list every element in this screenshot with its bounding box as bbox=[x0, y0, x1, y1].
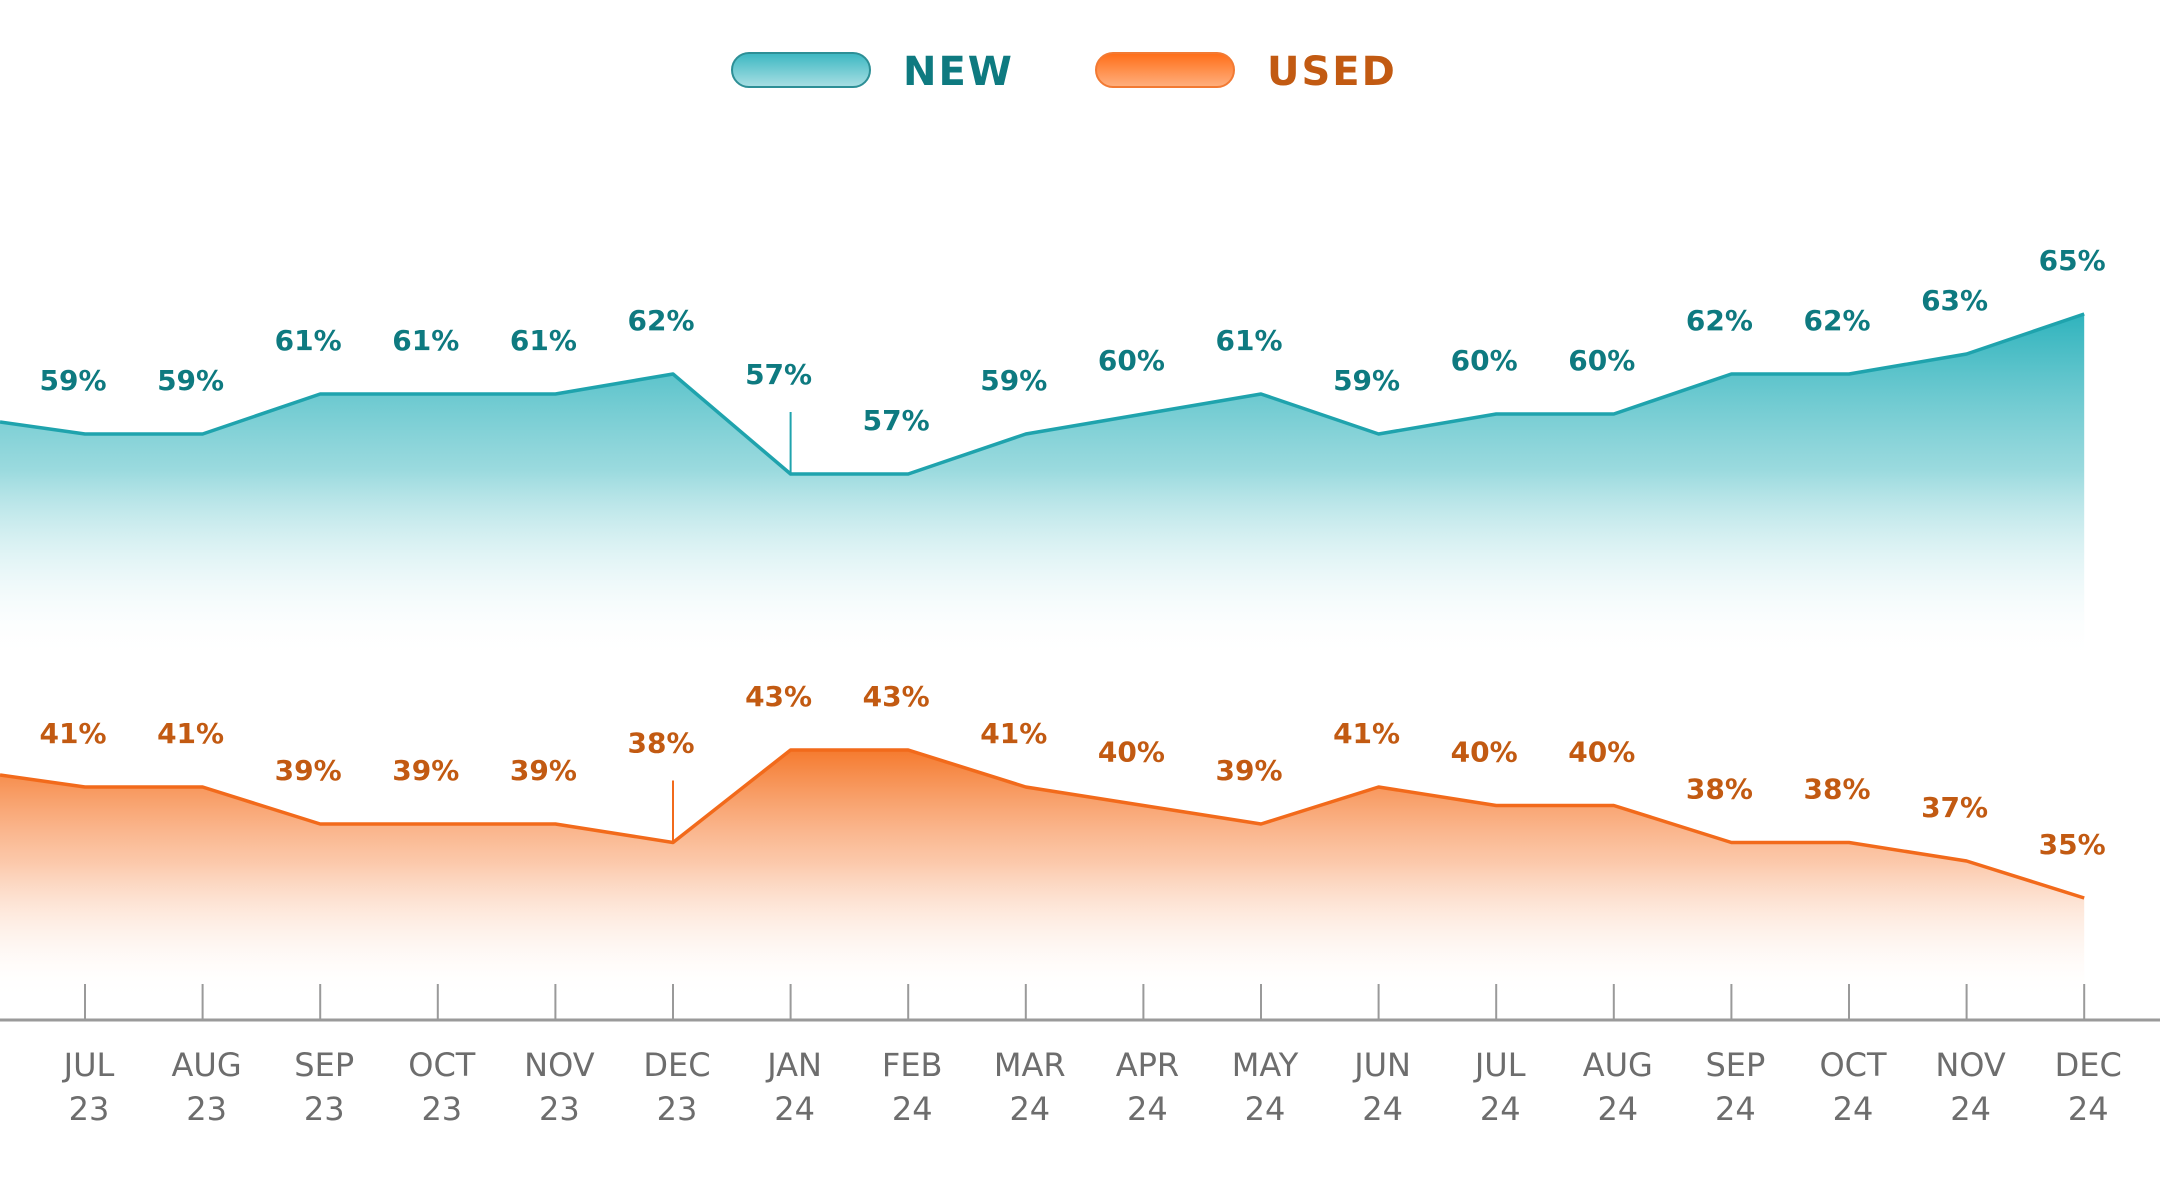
x-tick-label-year: 23 bbox=[657, 1090, 698, 1128]
legend-label-new: NEW bbox=[903, 49, 1014, 95]
x-tick-label-year: 24 bbox=[1950, 1090, 1991, 1128]
x-tick-label-month: JUL bbox=[1473, 1046, 1526, 1084]
x-tick-label-month: JUL bbox=[62, 1046, 115, 1084]
data-label-used: 41% bbox=[980, 717, 1047, 750]
x-tick-label-month: SEP bbox=[1705, 1046, 1765, 1084]
x-tick-label-year: 24 bbox=[2068, 1090, 2109, 1128]
data-label-new: 63% bbox=[1921, 284, 1988, 317]
data-label-used: 41% bbox=[1333, 717, 1400, 750]
x-tick-label-month: MAY bbox=[1232, 1046, 1299, 1084]
x-tick-label-month: JUN bbox=[1352, 1046, 1411, 1084]
data-label-new: 59% bbox=[980, 364, 1047, 397]
data-label-new: 59% bbox=[157, 364, 224, 397]
x-tick-label-month: AUG bbox=[1583, 1046, 1653, 1084]
x-tick-label-year: 23 bbox=[421, 1090, 462, 1128]
data-label-new: 59% bbox=[1333, 364, 1400, 397]
data-label-used: 41% bbox=[157, 717, 224, 750]
data-label-used: 39% bbox=[275, 754, 342, 787]
x-tick-label-month: NOV bbox=[1935, 1046, 2006, 1084]
data-label-new: 62% bbox=[1803, 304, 1870, 337]
x-tick-label-year: 24 bbox=[1009, 1090, 1050, 1128]
area-new bbox=[0, 314, 2085, 660]
x-tick-label-month: MAR bbox=[994, 1046, 1066, 1084]
data-label-new: 60% bbox=[1098, 344, 1165, 377]
x-tick-label-month: NOV bbox=[524, 1046, 595, 1084]
line-new bbox=[0, 312, 2085, 476]
x-tick-label-month: SEP bbox=[294, 1046, 354, 1084]
data-label-used: 38% bbox=[627, 727, 694, 760]
data-label-used: 43% bbox=[745, 680, 812, 713]
data-label-new: 61% bbox=[1215, 324, 1282, 357]
x-tick-label-year: 23 bbox=[539, 1090, 580, 1128]
x-tick-label-year: 24 bbox=[774, 1090, 815, 1128]
x-tick-label-year: 24 bbox=[892, 1090, 933, 1128]
data-label-used: 41% bbox=[39, 717, 106, 750]
data-label-new: 57% bbox=[745, 358, 812, 391]
x-tick-label-year: 24 bbox=[1362, 1090, 1403, 1128]
line-used bbox=[0, 748, 2085, 900]
data-label-used: 39% bbox=[1215, 754, 1282, 787]
legend-swatch-new bbox=[731, 52, 871, 88]
legend-label-used: USED bbox=[1267, 49, 1397, 95]
data-label-used: 40% bbox=[1451, 736, 1518, 769]
data-label-new: 65% bbox=[2039, 244, 2106, 277]
x-tick-label-year: 24 bbox=[1833, 1090, 1874, 1128]
data-label-new: 60% bbox=[1568, 344, 1635, 377]
data-label-new: 61% bbox=[510, 324, 577, 357]
data-label-used: 37% bbox=[1921, 791, 1988, 824]
legend-swatch-used bbox=[1095, 52, 1235, 88]
data-label-new: 57% bbox=[863, 404, 930, 437]
x-tick-label-month: OCT bbox=[1819, 1046, 1887, 1084]
data-label-new: 60% bbox=[1451, 344, 1518, 377]
data-label-used: 43% bbox=[863, 680, 930, 713]
x-tick-label-year: 24 bbox=[1245, 1090, 1286, 1128]
data-label-new: 62% bbox=[1686, 304, 1753, 337]
x-tick-label-year: 24 bbox=[1715, 1090, 1756, 1128]
data-label-new: 59% bbox=[39, 364, 106, 397]
area-used bbox=[0, 750, 2085, 1000]
x-tick-label-month: DEC bbox=[2055, 1046, 2122, 1084]
x-tick-label-month: APR bbox=[1116, 1046, 1179, 1084]
x-tick-label-month: FEB bbox=[882, 1046, 943, 1084]
data-label-new: 61% bbox=[392, 324, 459, 357]
data-label-new: 61% bbox=[275, 324, 342, 357]
x-tick-label-year: 23 bbox=[186, 1090, 227, 1128]
x-tick-label-month: DEC bbox=[643, 1046, 710, 1084]
x-tick-label-year: 23 bbox=[304, 1090, 345, 1128]
data-label-used: 38% bbox=[1803, 773, 1870, 806]
data-label-used: 39% bbox=[392, 754, 459, 787]
data-label-used: 40% bbox=[1098, 736, 1165, 769]
data-label-used: 39% bbox=[510, 754, 577, 787]
x-tick-label-year: 24 bbox=[1597, 1090, 1638, 1128]
x-tick-label-month: JAN bbox=[765, 1046, 822, 1084]
data-label-used: 38% bbox=[1686, 773, 1753, 806]
x-tick-label-year: 23 bbox=[69, 1090, 110, 1128]
x-tick-label-month: AUG bbox=[172, 1046, 242, 1084]
x-tick-label-year: 24 bbox=[1127, 1090, 1168, 1128]
x-tick-label-year: 24 bbox=[1480, 1090, 1521, 1128]
data-label-new: 62% bbox=[627, 304, 694, 337]
data-label-used: 35% bbox=[2039, 828, 2106, 861]
legend: NEW USED bbox=[731, 49, 1397, 95]
x-tick-label-month: OCT bbox=[408, 1046, 476, 1084]
data-label-used: 40% bbox=[1568, 736, 1635, 769]
